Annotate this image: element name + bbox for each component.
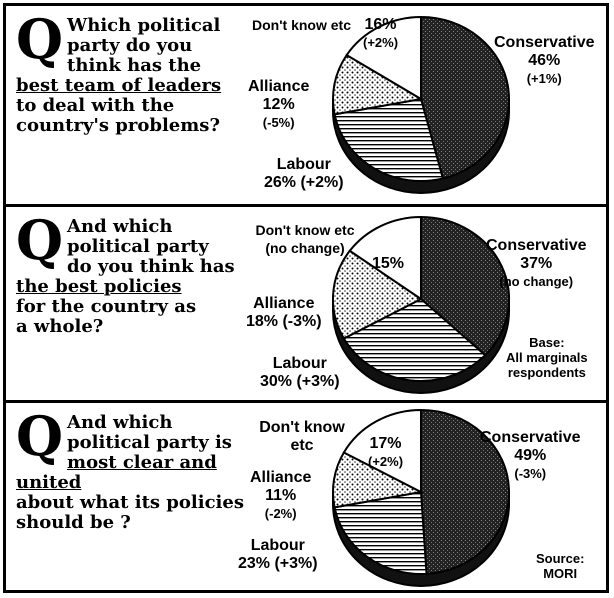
pie-chart: [332, 15, 510, 194]
slice-label-conservative: Conservative 49% (-3%): [480, 429, 581, 481]
pie-slice-don-t-know-etc: [342, 408, 422, 494]
question-line: political party is: [67, 432, 232, 453]
pie-slice-labour: [342, 297, 487, 382]
question-line: to deal with the: [16, 95, 175, 116]
pie-slice-alliance: [332, 53, 424, 116]
pie-slice-conservative: [420, 15, 510, 180]
question-line-underlined: most clear and united: [16, 452, 217, 493]
slice-value-dont-know: 15%: [372, 255, 405, 272]
question-text: Q Which political party do you think has…: [16, 7, 251, 136]
slice-label-labour: Labour 26% (+2%): [264, 156, 344, 191]
pie-slice-labour: [333, 490, 428, 575]
question-line: party do you: [67, 35, 193, 56]
question-line: about what its policies: [16, 492, 244, 513]
pie-slice-labour: [333, 97, 445, 182]
slice-label-labour: Labour 30% (+3%): [260, 355, 340, 390]
question-line: political party: [67, 236, 209, 257]
base-note: Base: All marginals respondents: [506, 335, 588, 380]
slice-label-conservative: Conservative 46% (+1%): [494, 34, 595, 86]
pie-chart: [332, 215, 510, 394]
question-line: should be ?: [16, 512, 131, 533]
question-line: a whole?: [16, 316, 104, 337]
pie-slice-conservative: [420, 408, 510, 575]
question-text: Q And which political party is most clea…: [16, 404, 251, 533]
slice-label-conservative: Conservative 37% (no change): [486, 237, 587, 289]
slice-label-labour: Labour 23% (+3%): [238, 537, 318, 572]
question-letter: Q: [16, 404, 64, 468]
slice-value-dont-know: 16% (+2%): [363, 16, 399, 50]
pie-slice-don-t-know-etc: [345, 15, 422, 101]
question-text: Q And which political party do you think…: [16, 208, 251, 337]
slice-label-alliance: Alliance 11% (-2%): [250, 469, 312, 521]
slice-label-dont-know: Don't know etc: [259, 419, 345, 454]
slice-value-dont-know: 17% (+2%): [368, 435, 404, 469]
slice-label-alliance: Alliance 12% (-5%): [248, 78, 310, 130]
question-letter: Q: [16, 208, 64, 272]
pie-slice-conservative: [420, 215, 510, 357]
question-line: Which political: [67, 15, 221, 36]
slice-label-dont-know: Don't know etc: [252, 17, 351, 33]
question-line-underlined: the best policies: [16, 276, 182, 297]
question-line: think has the: [67, 55, 202, 76]
slice-label-alliance: Alliance 18% (-3%): [246, 295, 322, 330]
question-line: country's problems?: [16, 115, 220, 136]
question-line: And which: [67, 412, 173, 433]
question-line: for the country as: [16, 296, 197, 317]
slice-label-dont-know: Don't know etc (no change): [255, 222, 355, 256]
question-line: And which: [67, 216, 173, 237]
question-line-underlined: best team of leaders: [16, 75, 222, 96]
pie-chart: [332, 408, 510, 587]
panel-most-clear-and-united: Q And which political party is most clea…: [6, 400, 606, 590]
poll-chart-frame: Q Which political party do you think has…: [3, 3, 609, 593]
pie-slice-alliance: [332, 249, 423, 340]
source-note: Source: MORI: [536, 551, 585, 581]
question-line: do you think has: [67, 256, 235, 277]
pie-slice-don-t-know-etc-no-change: [348, 215, 422, 301]
panel-best-policies: Q And which political party do you think…: [6, 204, 606, 400]
panel-best-team-of-leaders: Q Which political party do you think has…: [6, 6, 606, 204]
question-letter: Q: [16, 7, 64, 71]
